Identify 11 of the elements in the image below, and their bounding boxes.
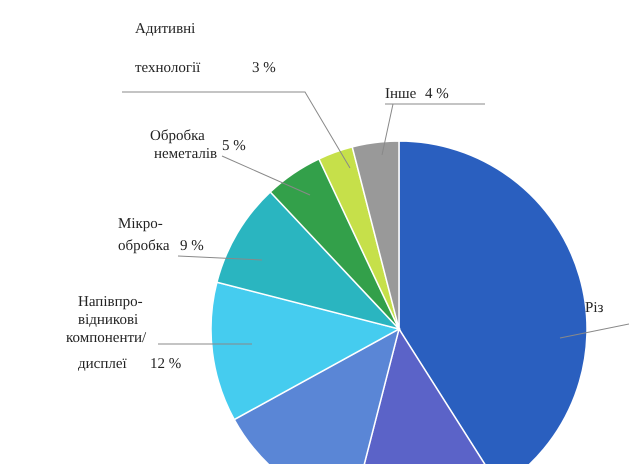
slice-label: Інше bbox=[385, 86, 417, 102]
slice-label: Напівпро- відникові компоненти/ дисплеї bbox=[66, 294, 148, 372]
data-label: 12 % bbox=[150, 356, 182, 372]
data-label: 9 % bbox=[180, 238, 204, 254]
data-label: 5 % bbox=[222, 138, 246, 154]
category-label: Адитивні технології bbox=[135, 21, 200, 76]
slice-label: Обробка неметалів bbox=[150, 128, 218, 162]
data-label: 3 % bbox=[252, 60, 276, 76]
slice-label: Різ bbox=[585, 300, 604, 316]
data-label: 4 % bbox=[425, 86, 449, 102]
slice-label: Мікро- обробка bbox=[118, 216, 170, 254]
